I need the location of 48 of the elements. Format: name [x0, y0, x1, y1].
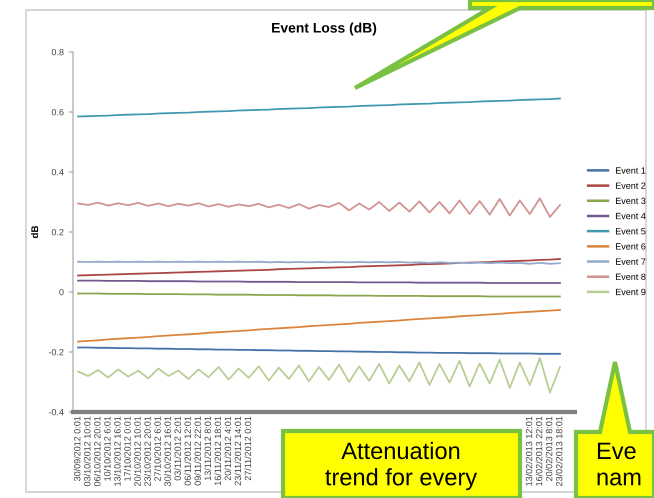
x-tick-label: 03/10/2012 10:01	[84, 416, 90, 486]
x-tick-label: 23/11/2012 14:01	[234, 416, 242, 486]
x-tick-label: 13/02/2013 12:01	[526, 416, 532, 486]
x-tick-label: 20/02/2013 8:01	[546, 416, 552, 481]
x-tick-label: 06/10/2012 20:01	[94, 416, 101, 486]
line-series	[77, 309, 561, 342]
x-tick-label: 13/10/2012 16:01	[114, 416, 121, 486]
line-series	[77, 197, 561, 218]
legend-label: Event 8	[616, 274, 646, 280]
x-tick-label: 27/11/2012 0:01	[244, 416, 252, 480]
legend-label: Event 4	[616, 212, 646, 220]
legend-label: Event 1	[616, 167, 646, 174]
line-series	[77, 346, 561, 355]
line-series	[77, 258, 561, 276]
x-tick-label: 16/11/2012 18:01	[214, 416, 222, 486]
y-tick-label: 0.2	[52, 228, 64, 236]
x-tick-label: 30/09/2012 0:01	[74, 416, 80, 482]
legend-label: Event 2	[616, 182, 646, 189]
x-tick-label: 06/11/2012 12:01	[184, 416, 191, 486]
y-axis-title: dB	[31, 226, 38, 238]
y-tick-label: -0.4	[48, 408, 64, 416]
legend-label: Event 6	[616, 243, 646, 250]
x-tick-label: 23/10/2012 20:01	[144, 416, 151, 486]
x-tick-label: 13/11/2012 8:01	[204, 416, 211, 480]
chart-title: Event Loss (dB)	[272, 22, 376, 36]
y-tick-label: 0.8	[52, 48, 64, 56]
y-tick-label: 0	[59, 288, 64, 296]
text: Eve nam	[598, 442, 640, 486]
x-tick-label: 20/11/2012 4:01	[224, 416, 232, 480]
legend-label: Event 3	[616, 198, 646, 204]
line-series	[77, 357, 561, 394]
x-tick-label: 16/02/2013 22:01	[536, 416, 542, 486]
y-tick-label: 0.6	[52, 108, 64, 116]
x-tick-label: 27/10/2012 6:01	[154, 416, 161, 481]
x-tick-label: 30/10/2012 16:01	[164, 416, 171, 486]
x-tick-label: 20/10/2012 10:01	[134, 416, 141, 486]
x-tick-label: 10/10/2012 6:01	[104, 416, 111, 481]
x-tick-label: 09/11/2012 22:01	[194, 416, 201, 486]
legend-label: Event 7	[616, 258, 646, 265]
x-tick-label: 17/10/2012 0:01	[124, 416, 131, 481]
y-tick-label: -0.2	[48, 348, 64, 356]
line-series	[77, 98, 561, 118]
x-tick-label: 23/02/2013 18:01	[556, 416, 562, 486]
text: Attenuation trend for every	[325, 442, 478, 490]
legend-label: Event 9	[616, 288, 646, 296]
legend-label: Event 5	[616, 228, 646, 234]
y-tick-label: 0.4	[52, 168, 64, 176]
x-tick-label: 03/11/2012 2:01	[174, 416, 181, 480]
